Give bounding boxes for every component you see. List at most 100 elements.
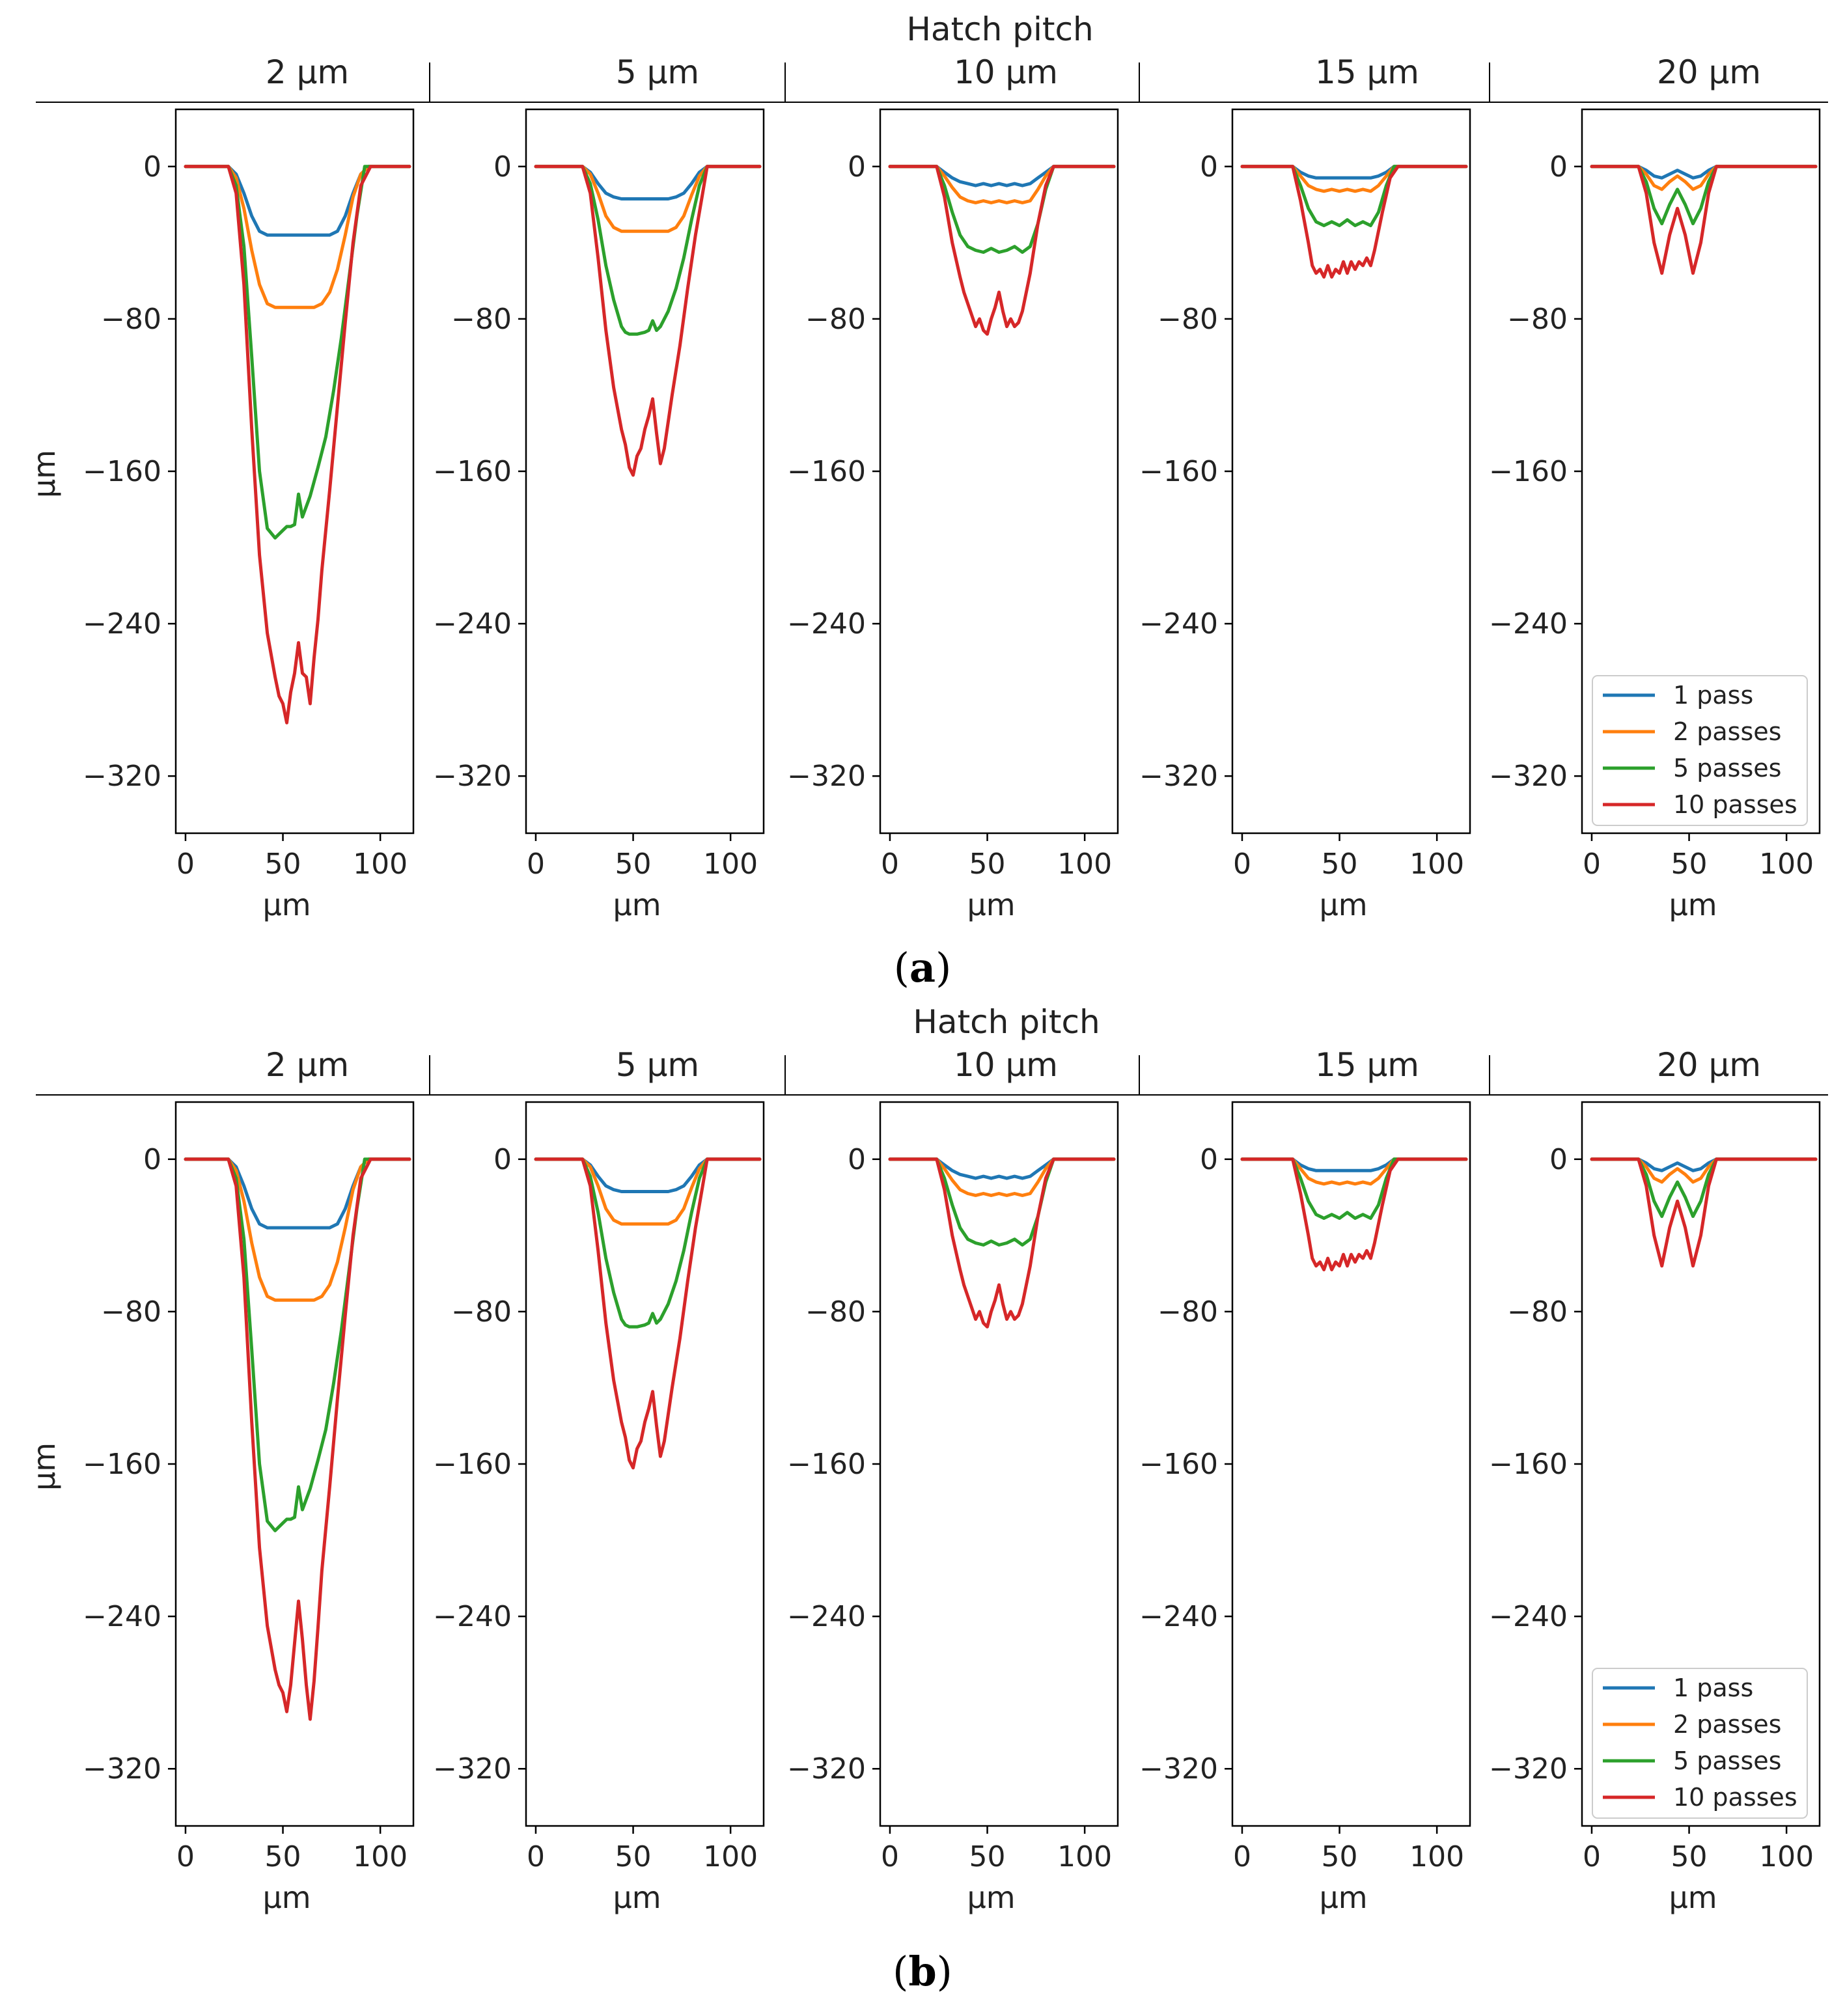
- y-tick-label: −320: [433, 760, 512, 793]
- series-group: [184, 1157, 411, 1721]
- series-line-10-passes: [1590, 165, 1818, 275]
- x-axis-label: μm: [1319, 1880, 1367, 1915]
- y-tick-label: −80: [1507, 303, 1568, 336]
- series-line-1-pass: [184, 1157, 411, 1230]
- y-tick-label: 0: [493, 1143, 512, 1176]
- y-tick-label: −80: [451, 303, 512, 336]
- x-tick-label: 100: [1759, 1840, 1814, 1873]
- series-line-10-passes: [184, 165, 411, 725]
- x-tick-label: 100: [703, 1840, 758, 1873]
- series-line-1-pass: [184, 165, 411, 237]
- series-line-1-pass: [534, 165, 762, 200]
- y-tick-label: −240: [1139, 1600, 1218, 1633]
- series-line-5-passes: [1240, 165, 1468, 227]
- x-tick-label: 100: [1409, 1840, 1464, 1873]
- x-tick-label: 0: [527, 848, 545, 881]
- y-tick-label: −240: [1139, 607, 1218, 641]
- panel-5: 20 μm 0 −80 −160 −240 −320 0 50 100 μm 1 pass 2 pas…: [1489, 1046, 1821, 1915]
- x-tick-label: 0: [176, 848, 195, 881]
- series-line-2-passes: [184, 1157, 411, 1302]
- panel-title: 15 μm: [1315, 1046, 1419, 1084]
- x-axis-label: μm: [613, 1880, 661, 1915]
- y-tick-label: −240: [433, 607, 512, 641]
- series-group: [1240, 1157, 1468, 1271]
- y-tick-label: −320: [1139, 1752, 1218, 1786]
- panel-title: 20 μm: [1657, 53, 1761, 91]
- y-tick-label: −320: [83, 760, 161, 793]
- legend-label: 5 passes: [1673, 754, 1781, 782]
- y-tick-label: 0: [848, 1143, 866, 1176]
- y-tick-label: 0: [1200, 1143, 1218, 1176]
- plot-frame: [879, 108, 1119, 835]
- x-tick-label: 0: [527, 1840, 545, 1873]
- series-line-2-passes: [1590, 1157, 1818, 1184]
- figure-a: Hatch pitch 2 μm 0 −80 −160 −240 −320 0 50 100 μm μ…: [27, 10, 1828, 991]
- y-tick-label: −80: [101, 1295, 161, 1329]
- legend: 1 pass 2 passes 5 passes 10 passes: [1592, 1668, 1808, 1819]
- y-tick-label: −160: [83, 1448, 161, 1481]
- y-tick-label: −80: [1158, 1295, 1218, 1329]
- x-tick-label: 50: [1322, 1840, 1358, 1873]
- series-line-2-passes: [534, 1157, 762, 1226]
- panel-1: 2 μm 0 −80 −160 −240 −320 0 50 100 μm μm: [27, 53, 415, 922]
- y-tick-label: −320: [787, 760, 866, 793]
- panel-title: 20 μm: [1657, 1046, 1761, 1084]
- x-axis-label: μm: [262, 887, 311, 922]
- x-axis-label: μm: [1319, 887, 1367, 922]
- series-line-5-passes: [184, 1157, 411, 1532]
- legend-box: [1592, 1668, 1808, 1819]
- series-line-5-passes: [184, 165, 411, 540]
- caption-open: (: [893, 1948, 908, 1995]
- series-line-2-passes: [1590, 165, 1818, 191]
- series-line-1-pass: [888, 1157, 1116, 1180]
- y-tick-label: −320: [83, 1752, 161, 1786]
- figure-caption: (b): [893, 1948, 952, 1995]
- series-line-1-pass: [888, 165, 1116, 187]
- series-line-2-passes: [888, 165, 1116, 204]
- y-tick-label: −320: [1139, 760, 1218, 793]
- series-line-5-passes: [888, 165, 1116, 254]
- panel-2: 5 μm 0 −80 −160 −240 −320 0 50 100 μm: [433, 53, 765, 922]
- y-tick-label: 0: [1549, 1143, 1568, 1176]
- y-tick-label: −240: [787, 607, 866, 641]
- y-axis-label: μm: [27, 1443, 62, 1491]
- y-tick-label: −320: [433, 1752, 512, 1786]
- series-line-2-passes: [1240, 165, 1468, 193]
- panel-1: 2 μm 0 −80 −160 −240 −320 0 50 100 μm μm: [27, 1046, 415, 1915]
- series-line-10-passes: [184, 1157, 411, 1721]
- x-tick-label: 0: [176, 1840, 195, 1873]
- x-tick-label: 50: [615, 1840, 652, 1873]
- series-line-5-passes: [1240, 1157, 1468, 1220]
- series-group: [534, 1157, 762, 1470]
- plot-frame: [1231, 108, 1471, 835]
- y-tick-label: 0: [143, 1143, 161, 1176]
- y-tick-label: −320: [1489, 1752, 1568, 1786]
- y-tick-label: −80: [101, 303, 161, 336]
- panel-title: 10 μm: [954, 53, 1058, 91]
- legend-label: 1 pass: [1673, 681, 1753, 710]
- x-tick-label: 100: [1409, 848, 1464, 881]
- panel-2: 5 μm 0 −80 −160 −240 −320 0 50 100 μm: [433, 1046, 765, 1915]
- caption-letter: a: [909, 944, 936, 991]
- x-tick-label: 100: [1759, 848, 1814, 881]
- series-line-2-passes: [1240, 1157, 1468, 1186]
- x-tick-label: 0: [1583, 1840, 1601, 1873]
- legend-label: 10 passes: [1673, 1783, 1797, 1812]
- y-tick-label: −320: [1489, 760, 1568, 793]
- series-line-10-passes: [1590, 1157, 1818, 1268]
- y-tick-label: −160: [787, 455, 866, 488]
- y-tick-label: −160: [1139, 455, 1218, 488]
- x-tick-label: 50: [1671, 1840, 1708, 1873]
- legend-label: 1 pass: [1673, 1674, 1753, 1702]
- x-tick-label: 100: [353, 848, 408, 881]
- plot-frame: [879, 1101, 1119, 1827]
- panel-title: 10 μm: [954, 1046, 1058, 1084]
- x-tick-label: 50: [265, 848, 301, 881]
- x-axis-label: μm: [613, 887, 661, 922]
- x-tick-label: 100: [1057, 1840, 1112, 1873]
- legend-label: 5 passes: [1673, 1747, 1781, 1775]
- x-tick-label: 50: [1322, 848, 1358, 881]
- series-line-5-passes: [888, 1157, 1116, 1247]
- panel-title: 2 μm: [266, 53, 349, 91]
- plot-frame: [174, 108, 415, 835]
